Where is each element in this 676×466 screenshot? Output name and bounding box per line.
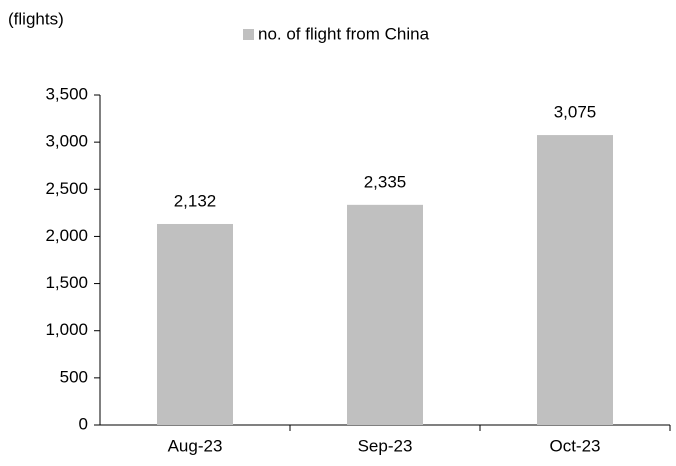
legend-swatch: [243, 29, 254, 40]
y-tick-label: 2,500: [45, 179, 88, 198]
y-tick-label: 3,500: [45, 84, 88, 103]
bar: [157, 223, 233, 425]
x-tick-label: Aug-23: [168, 436, 223, 455]
x-tick-label: Sep-23: [358, 436, 413, 455]
value-label: 2,132: [174, 191, 217, 210]
value-label: 2,335: [364, 172, 407, 191]
y-tick-label: 1,500: [45, 273, 88, 292]
y-tick-label: 1,000: [45, 320, 88, 339]
x-tick-label: Oct-23: [549, 436, 600, 455]
y-tick-label: 2,000: [45, 226, 88, 245]
y-tick-label: 3,000: [45, 132, 88, 151]
value-label: 3,075: [554, 103, 597, 122]
y-axis-label: (flights): [8, 9, 64, 28]
bar: [347, 204, 423, 425]
legend-label: no. of flight from China: [258, 24, 430, 43]
bar: [537, 135, 613, 426]
y-tick-label: 0: [79, 414, 88, 433]
y-tick-label: 500: [60, 367, 88, 386]
